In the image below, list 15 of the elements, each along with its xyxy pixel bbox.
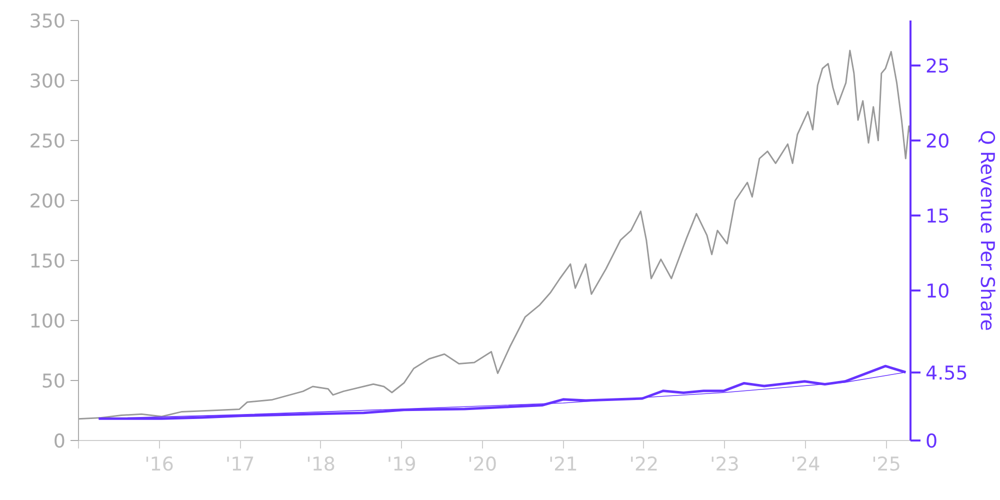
- y2-tick-label: 0: [926, 430, 938, 452]
- y2-tick-label: 15: [926, 206, 950, 228]
- y2-tick-label: 4.55: [926, 362, 968, 384]
- y-tick-label: 250: [29, 130, 66, 152]
- y-tick-label: 100: [29, 310, 66, 332]
- y2-tick-label: 20: [926, 130, 950, 152]
- y-tick-label: 350: [29, 10, 66, 32]
- y-tick-label: 300: [29, 70, 66, 92]
- y-tick-label: 0: [53, 430, 66, 452]
- y-tick-label: 50: [41, 370, 66, 392]
- y2-axis-title: Q Revenue Per Share: [976, 130, 998, 331]
- y-tick-label: 200: [29, 190, 66, 212]
- y2-tick-label: 10: [926, 280, 950, 302]
- y-tick-label: 150: [29, 250, 66, 272]
- y2-tick-label: 25: [926, 56, 950, 78]
